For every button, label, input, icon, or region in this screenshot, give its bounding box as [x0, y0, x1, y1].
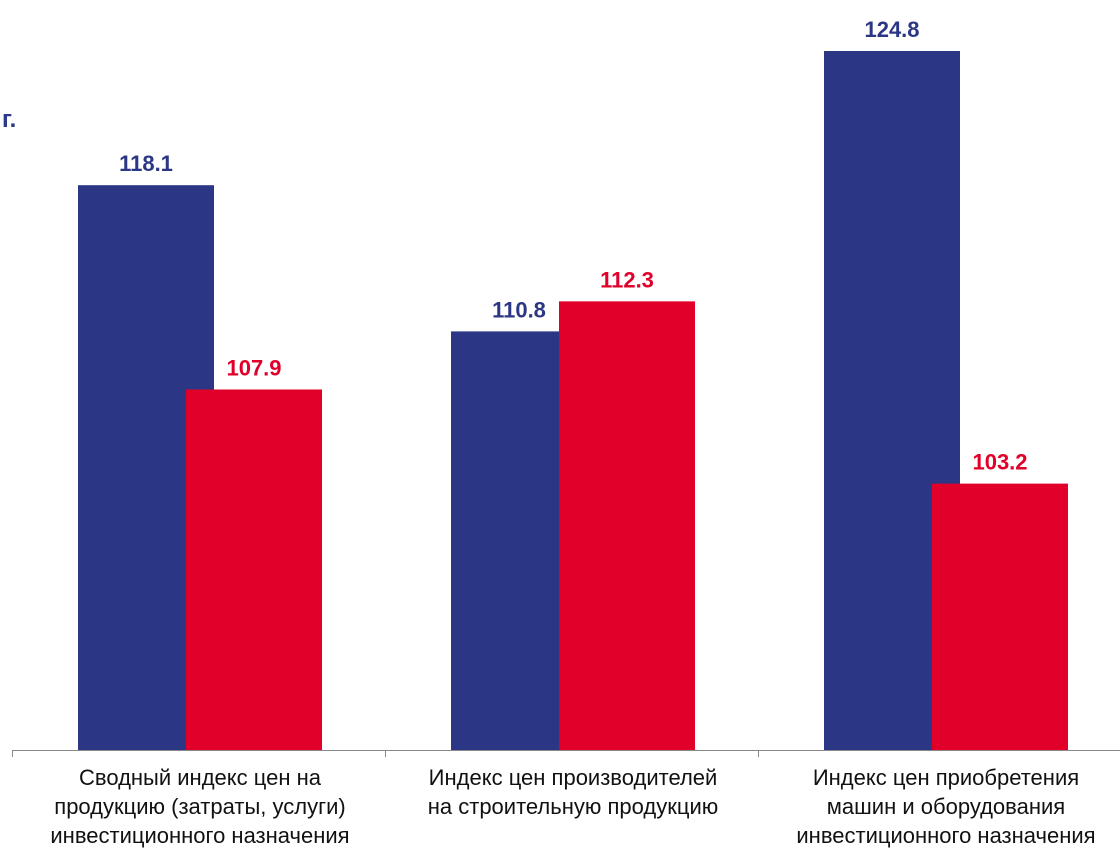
bar-series1-cat2	[932, 483, 1068, 750]
value-label-series0-cat0: 118.1	[119, 151, 173, 176]
bar-series1-cat0	[186, 389, 322, 750]
value-label-series1-cat2: 103.2	[972, 450, 1027, 475]
value-labels-layer: 118.1 107.9 110.8 112.3 124.8 103.2	[119, 17, 1027, 475]
value-label-series0-cat2: 124.8	[864, 17, 919, 42]
category-label-1: Индекс цен производителей на строительну…	[427, 765, 719, 819]
bars-layer	[78, 51, 1068, 751]
legend-fragment: г.	[2, 106, 17, 133]
x-axis	[12, 750, 1120, 757]
category-label-0: Сводный индекс цен на продукцию (затраты…	[50, 765, 350, 848]
value-label-series0-cat1: 110.8	[492, 297, 546, 322]
value-label-series1-cat1: 112.3	[600, 267, 654, 292]
value-label-series1-cat0: 107.9	[226, 355, 281, 380]
category-label-2: Индекс цен приобретения машин и оборудов…	[796, 765, 1096, 848]
bar-series1-cat1	[559, 301, 695, 750]
